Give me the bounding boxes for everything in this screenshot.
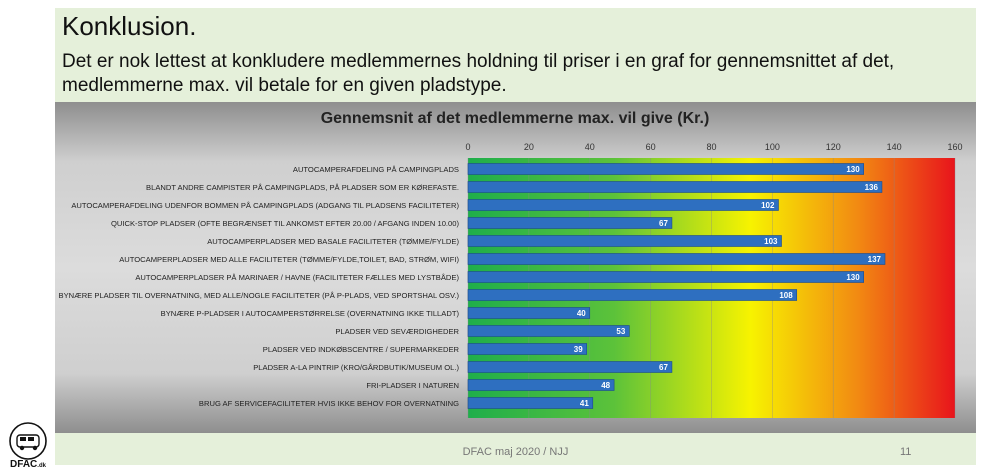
category-label: AUTOCAMPERAFDELING UDENFOR BOMMEN PÅ CAM… [71,201,459,210]
bar-value-label: 48 [601,381,610,390]
slide-header: Konklusion. Det er nok lettest at konklu… [62,8,972,98]
bar-value-label: 41 [580,399,589,408]
bar-value-label: 67 [659,219,668,228]
category-label: PLADSER A-LA PINTRIP (KRO/GÅRDBUTIK/MUSE… [253,363,459,372]
bar [467,289,798,301]
bar [467,217,673,229]
category-label: BYNÆRE P-PLADSER I AUTOCAMPERSTØRRELSE (… [161,309,460,318]
bar-value-label: 137 [868,255,882,264]
category-label: AUTOCAMPERPLADSER MED BASALE FACILITETER… [207,237,459,246]
bar [467,163,864,175]
bar [467,361,673,373]
bar [467,307,591,319]
slide: Konklusion. Det er nok lettest at konklu… [55,8,976,465]
bar-value-label: 102 [761,201,775,210]
category-label: BLANDT ANDRE CAMPISTER PÅ CAMPINGPLADS, … [146,183,459,192]
bar [467,325,630,337]
x-tick-label: 100 [765,142,780,152]
bar [467,253,886,265]
chart-title: Gennemsnit af det medlemmerne max. vil g… [321,110,710,127]
x-tick-label: 40 [585,142,595,152]
svg-text:DFAC.dk: DFAC.dk [10,459,47,470]
bar [467,271,864,283]
bar [467,379,615,391]
bar-chart: Gennemsnit af det medlemmerne max. vil g… [59,110,963,418]
slide-intro-text: Det er nok lettest at konkludere medlemm… [62,51,895,96]
bar-value-label: 136 [865,183,879,192]
dfac-logo-icon: DFAC.dk [9,422,47,470]
category-label: QUICK-STOP PLADSER (OFTE BEGRÆNSET TIL A… [111,219,459,228]
bar [467,397,594,409]
bar [467,235,782,247]
bar [467,199,779,211]
category-label: PLADSER VED SEVÆRDIGHEDER [335,327,459,336]
category-label: AUTOCAMPERPLADSER PÅ MARINAER / HAVNE (F… [135,273,459,282]
bar-value-label: 39 [574,345,583,354]
x-tick-label: 20 [524,142,534,152]
x-tick-label: 140 [887,142,902,152]
chart-panel: Gennemsnit af det medlemmerne max. vil g… [55,102,976,433]
category-label: BRUG AF SERVICEFACILITETER HVIS IKKE BEH… [199,399,459,408]
category-label: FRI-PLADSER I NATUREN [366,381,459,390]
bar [467,181,883,193]
category-label: AUTOCAMPERAFDELING PÅ CAMPINGPLADS [293,165,459,174]
bar-value-label: 40 [577,309,586,318]
bar-value-label: 108 [779,291,793,300]
dfac-logo: DFAC.dk [7,419,57,471]
bar [467,343,588,355]
bar-value-label: 130 [846,273,860,282]
bar-value-label: 67 [659,363,668,372]
bar-value-label: 103 [764,237,778,246]
bar-value-label: 130 [846,165,860,174]
page-number: 11 [900,446,912,458]
x-tick-label: 160 [947,142,962,152]
x-tick-label: 0 [465,142,470,152]
footer-text: DFAC maj 2020 / NJJ [462,446,569,458]
category-label: BYNÆRE PLADSER TIL OVERNATNING, MED ALLE… [59,291,460,300]
category-label: PLADSER VED INDKØBSCENTRE / SUPERMARKEDE… [263,345,460,354]
bar-value-label: 53 [616,327,625,336]
x-tick-label: 80 [706,142,716,152]
slide-title: Konklusion. [62,11,197,41]
slide-footer: DFAC maj 2020 / NJJ 11 [55,441,976,465]
x-tick-label: 120 [826,142,841,152]
category-label: AUTOCAMPERPLADSER MED ALLE FACILITETER (… [119,255,459,264]
x-tick-label: 60 [646,142,656,152]
